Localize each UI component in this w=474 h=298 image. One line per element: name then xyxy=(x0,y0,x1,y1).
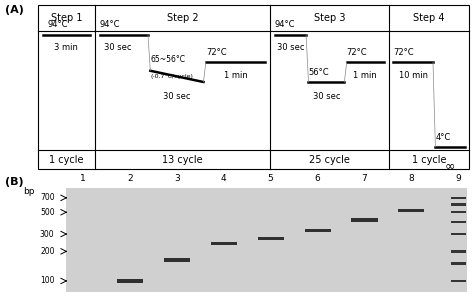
Text: Step 1: Step 1 xyxy=(51,13,82,23)
Text: 300: 300 xyxy=(40,229,55,238)
Text: 72°C: 72°C xyxy=(393,48,414,57)
Bar xyxy=(351,218,378,222)
Text: 72°C: 72°C xyxy=(347,48,367,57)
Text: 72°C: 72°C xyxy=(206,48,227,57)
Text: 500: 500 xyxy=(40,208,55,217)
Text: 1 cycle: 1 cycle xyxy=(49,155,83,165)
Text: 5: 5 xyxy=(268,174,273,183)
Text: 30 sec: 30 sec xyxy=(313,92,340,101)
Text: 3: 3 xyxy=(174,174,180,183)
Bar xyxy=(117,279,143,283)
Bar xyxy=(66,188,467,292)
Bar xyxy=(164,258,190,262)
Text: 8: 8 xyxy=(409,174,414,183)
Bar xyxy=(451,203,466,206)
Text: 94°C: 94°C xyxy=(100,20,120,30)
Text: 30 sec: 30 sec xyxy=(163,92,191,101)
Text: 4°C: 4°C xyxy=(435,133,451,142)
Text: 4: 4 xyxy=(221,174,227,183)
Bar xyxy=(210,242,237,245)
Text: 7: 7 xyxy=(362,174,367,183)
Text: Step 2: Step 2 xyxy=(167,13,198,23)
Text: 65~56°C: 65~56°C xyxy=(150,55,185,64)
Text: 94°C: 94°C xyxy=(47,20,68,30)
Text: 30 sec: 30 sec xyxy=(104,43,132,52)
Text: Step 4: Step 4 xyxy=(413,13,445,23)
Text: 6: 6 xyxy=(315,174,320,183)
Text: 200: 200 xyxy=(40,247,55,256)
Bar xyxy=(398,209,424,212)
Text: ∞: ∞ xyxy=(445,159,455,172)
FancyBboxPatch shape xyxy=(38,5,469,169)
Text: 56°C: 56°C xyxy=(309,68,329,77)
Text: 13 cycle: 13 cycle xyxy=(162,155,203,165)
Text: 94°C: 94°C xyxy=(275,20,295,30)
Text: (-0.7°C/cycle): (-0.7°C/cycle) xyxy=(150,74,193,79)
Bar xyxy=(451,197,466,199)
Text: 3 min: 3 min xyxy=(55,43,78,52)
Text: (B): (B) xyxy=(5,177,23,187)
Text: 10 min: 10 min xyxy=(399,71,428,80)
Text: 9: 9 xyxy=(456,174,461,183)
Text: 700: 700 xyxy=(40,193,55,202)
Bar xyxy=(451,250,466,253)
Text: 2: 2 xyxy=(127,174,133,183)
Text: 1 min: 1 min xyxy=(354,71,377,80)
Bar xyxy=(451,211,466,213)
Text: 1 min: 1 min xyxy=(224,71,247,80)
Text: Step 3: Step 3 xyxy=(314,13,345,23)
Bar xyxy=(257,237,283,240)
Bar xyxy=(451,221,466,223)
Text: 1: 1 xyxy=(80,174,86,183)
Text: 1 cycle: 1 cycle xyxy=(412,155,446,165)
Bar xyxy=(451,280,466,282)
Text: 30 sec: 30 sec xyxy=(277,43,305,52)
Bar xyxy=(304,229,331,232)
Text: (A): (A) xyxy=(5,5,24,15)
Text: 25 cycle: 25 cycle xyxy=(309,155,350,165)
Text: 100: 100 xyxy=(40,277,55,285)
Bar xyxy=(451,233,466,235)
Bar xyxy=(451,263,466,265)
Text: bp: bp xyxy=(23,187,34,195)
